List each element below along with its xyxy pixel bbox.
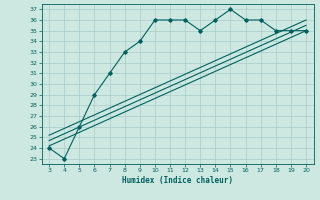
X-axis label: Humidex (Indice chaleur): Humidex (Indice chaleur) bbox=[122, 176, 233, 185]
